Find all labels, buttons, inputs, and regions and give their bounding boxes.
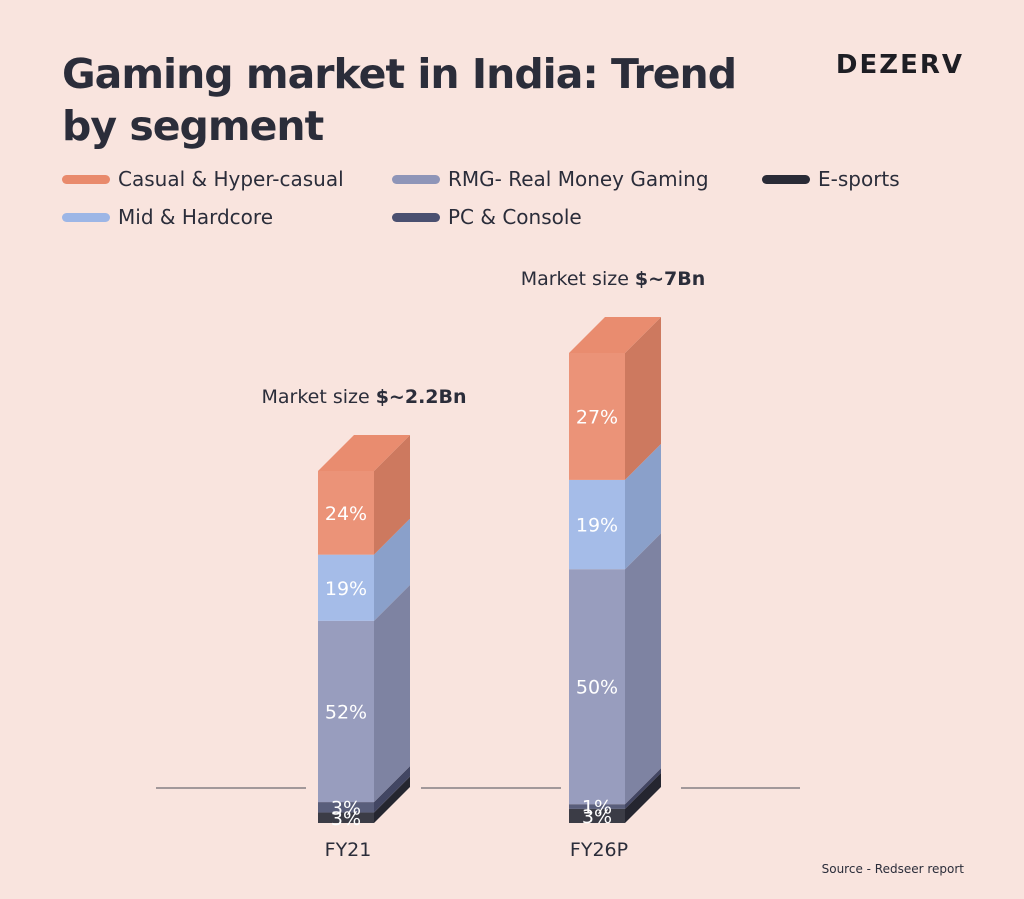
bar-side-face bbox=[625, 443, 661, 570]
legend-swatch-pc bbox=[392, 212, 440, 222]
data-label: 50% bbox=[576, 677, 618, 699]
market-size-value: $~7Bn bbox=[635, 268, 705, 290]
market-size-label: Market size $~7Bn bbox=[521, 268, 706, 290]
bar-segment bbox=[318, 471, 374, 555]
bar-segment bbox=[569, 804, 625, 809]
legend-swatch-rmg bbox=[392, 174, 440, 184]
legend-item-pc: PC & Console bbox=[392, 200, 582, 234]
legend-swatch-midcore bbox=[62, 212, 110, 222]
data-label: 19% bbox=[576, 515, 618, 537]
bar-segment bbox=[569, 353, 625, 480]
data-label: 24% bbox=[325, 503, 367, 525]
bar-top-face bbox=[318, 435, 410, 471]
brand-logo: DEZERV bbox=[835, 50, 964, 80]
legend-item-casual: Casual & Hyper-casual bbox=[62, 162, 344, 196]
chart-title-line2: by segment bbox=[62, 102, 324, 150]
bar-segment bbox=[318, 812, 374, 823]
legend-label-pc: PC & Console bbox=[448, 205, 582, 229]
legend-item-esports: E-sports bbox=[762, 162, 900, 196]
bar-segment bbox=[569, 569, 625, 805]
data-label: 1% bbox=[582, 797, 612, 819]
legend-swatch-casual bbox=[62, 174, 110, 184]
x-tick-label: FY26P bbox=[570, 839, 628, 861]
bar-side-face bbox=[625, 768, 661, 809]
data-label: 3% bbox=[582, 806, 612, 828]
bar-segment bbox=[318, 620, 374, 803]
bar-top-face bbox=[569, 317, 661, 353]
bar-segment bbox=[569, 479, 625, 570]
chart-title: Gaming market in India: Trend by segment bbox=[62, 48, 762, 152]
source-note: Source - Redseer report bbox=[821, 862, 964, 876]
bar-segment bbox=[569, 808, 625, 823]
chart-legend: Casual & Hyper-casual RMG- Real Money Ga… bbox=[62, 162, 962, 242]
bar-side-face bbox=[374, 435, 410, 555]
chart-title-line1: Gaming market in India: Trend bbox=[62, 50, 737, 98]
legend-label-midcore: Mid & Hardcore bbox=[118, 205, 273, 229]
data-label: 27% bbox=[576, 406, 618, 428]
legend-label-rmg: RMG- Real Money Gaming bbox=[448, 167, 709, 191]
data-label: 3% bbox=[331, 797, 361, 819]
bar-segment bbox=[318, 802, 374, 813]
legend-swatch-esports bbox=[762, 174, 810, 184]
bar-side-face bbox=[374, 584, 410, 803]
data-label: 3% bbox=[331, 808, 361, 830]
legend-item-midcore: Mid & Hardcore bbox=[62, 200, 273, 234]
market-size-prefix: Market size bbox=[261, 386, 375, 408]
bar-side-face bbox=[374, 776, 410, 823]
bar-segment bbox=[318, 554, 374, 621]
bar-side-face bbox=[374, 518, 410, 621]
market-size-prefix: Market size bbox=[521, 268, 635, 290]
legend-label-esports: E-sports bbox=[818, 167, 900, 191]
bar-side-face bbox=[374, 766, 410, 813]
market-size-label: Market size $~2.2Bn bbox=[261, 386, 466, 408]
legend-label-casual: Casual & Hyper-casual bbox=[118, 167, 344, 191]
legend-item-rmg: RMG- Real Money Gaming bbox=[392, 162, 709, 196]
bar-side-face bbox=[625, 533, 661, 805]
data-label: 52% bbox=[325, 701, 367, 723]
x-tick-label: FY21 bbox=[325, 839, 372, 861]
bar-side-face bbox=[625, 317, 661, 480]
market-size-value: $~2.2Bn bbox=[376, 386, 467, 408]
bar-side-face bbox=[625, 772, 661, 823]
data-label: 19% bbox=[325, 578, 367, 600]
